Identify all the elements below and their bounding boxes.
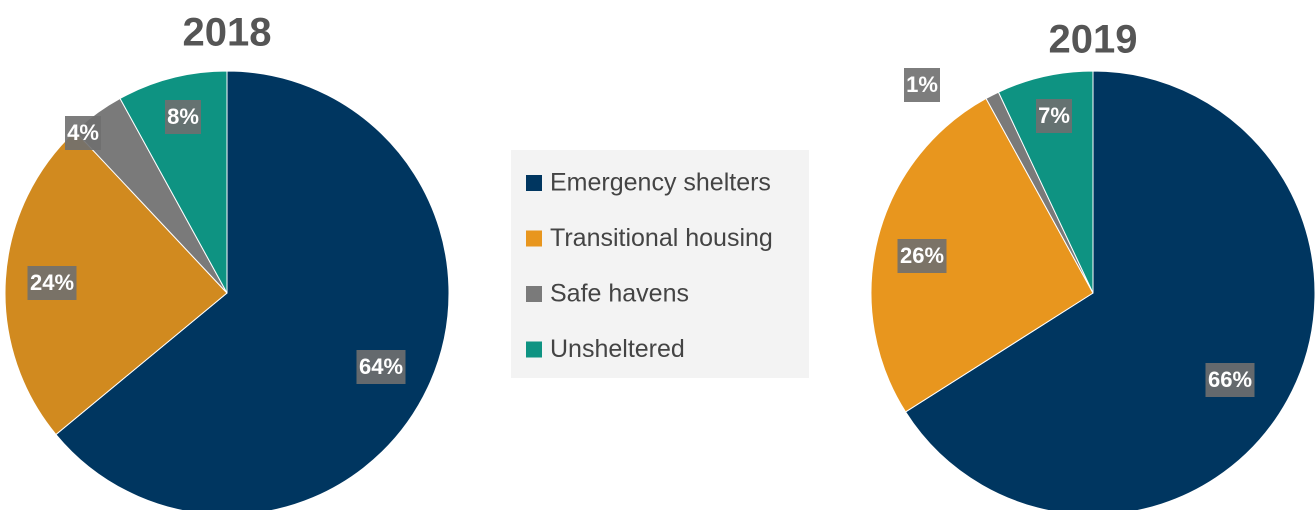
value-label: 64%: [359, 354, 403, 379]
value-label: 66%: [1208, 367, 1252, 392]
legend-label: Safe havens: [550, 280, 689, 308]
value-label-box: [65, 116, 101, 150]
value-label-box: [897, 239, 947, 273]
value-label-box: [1036, 99, 1072, 133]
value-label-box: [904, 68, 940, 102]
legend-swatch: [526, 230, 542, 247]
pie-slice: [55, 70, 450, 510]
value-label-box: [165, 100, 201, 134]
value-label-box: [27, 266, 77, 300]
value-label: 4%: [67, 120, 99, 145]
legend-swatch: [526, 286, 542, 302]
chart-title: 2019: [1049, 18, 1138, 62]
legend-label: Transitional housing: [550, 224, 773, 252]
value-label: 24%: [30, 270, 74, 295]
value-label-box: [356, 350, 406, 384]
value-label: 8%: [167, 104, 199, 129]
legend-box: [511, 150, 809, 378]
value-label: 7%: [1038, 103, 1070, 128]
legend-swatch: [526, 175, 542, 191]
legend-label: Unsheltered: [550, 335, 685, 363]
pie-slice: [870, 97, 1094, 413]
value-label: 26%: [900, 243, 944, 268]
chart-title: 2018: [183, 11, 272, 55]
legend-swatch: [526, 341, 542, 358]
legend-label: Emergency shelters: [550, 169, 771, 197]
value-label: 1%: [906, 72, 938, 97]
pie-slice: [904, 70, 1315, 510]
pie-slice: [4, 130, 228, 436]
value-label-box: [1205, 363, 1255, 397]
